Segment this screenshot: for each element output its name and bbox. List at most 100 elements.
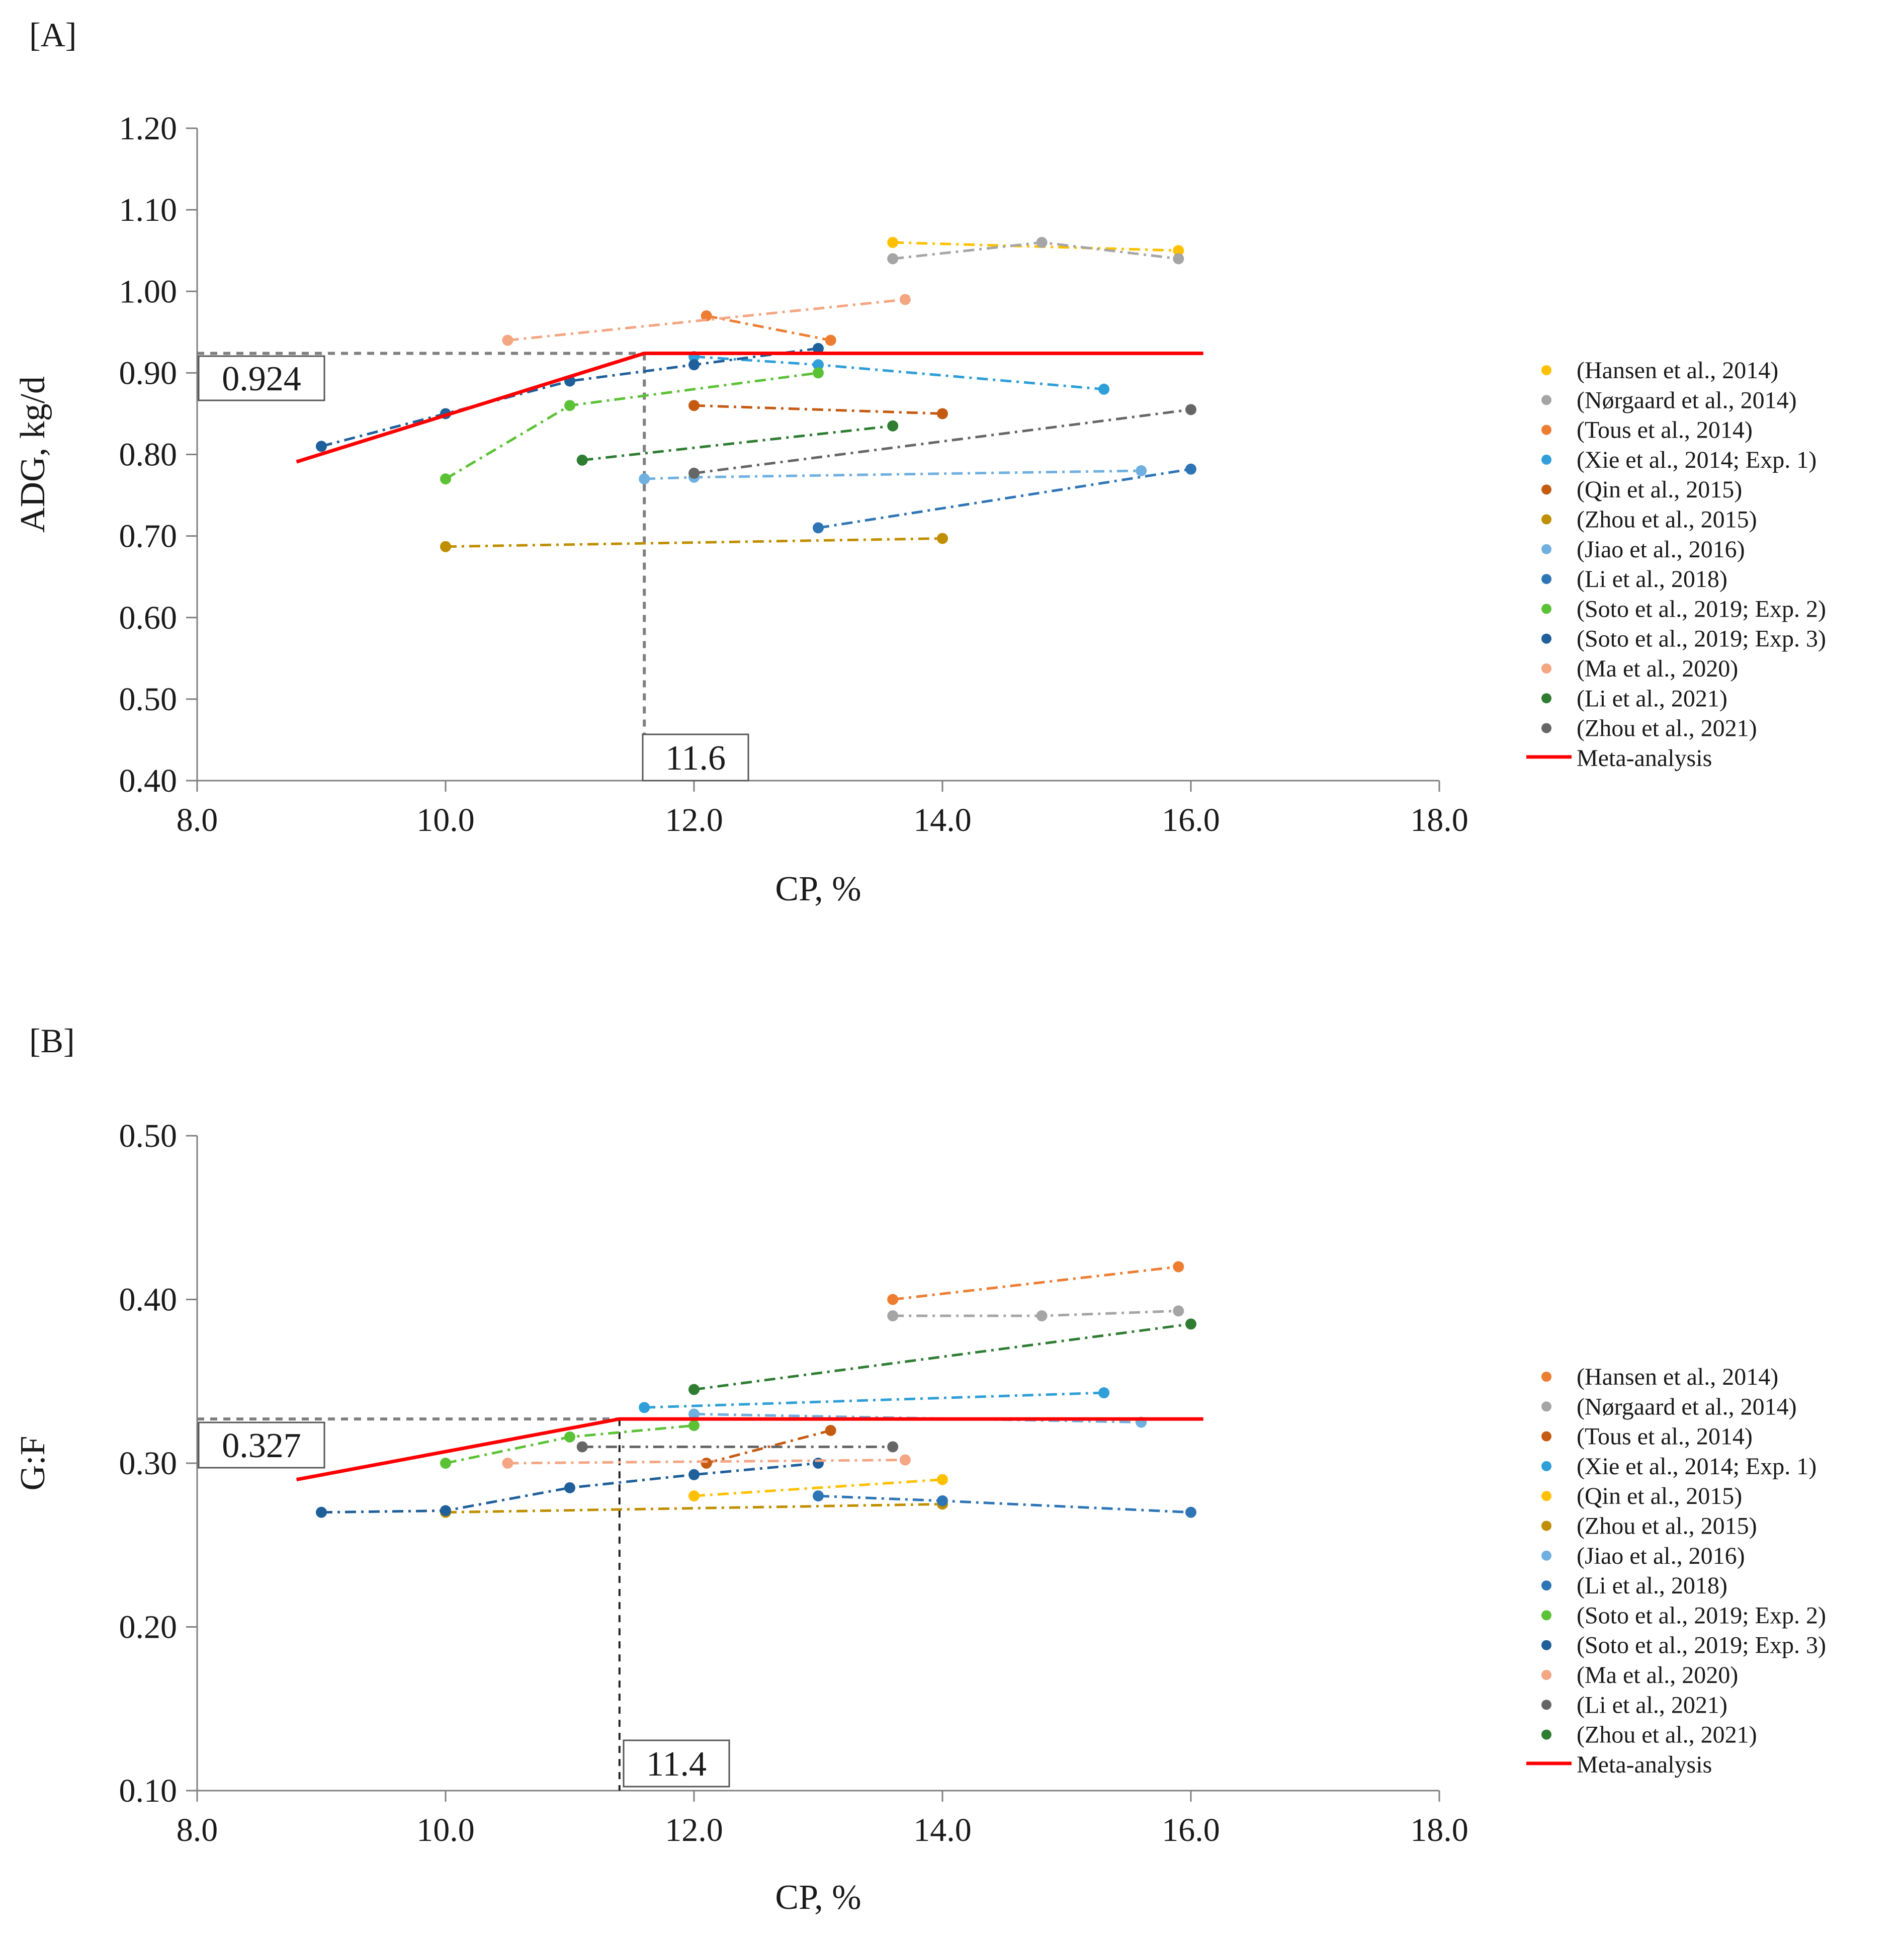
legend: (Hansen et al., 2014) (Nørgaard et al., 2… [1526,357,1826,772]
x-tick-label: 8.0 [177,802,218,838]
data-point [502,1458,513,1469]
data-point [1098,383,1110,395]
series-n-rgaard-et-al-2014 [887,236,1184,265]
data-point [813,522,824,534]
data-point [1173,253,1184,265]
data-point [887,1441,899,1453]
data-point [937,1495,948,1506]
data-point [887,1310,899,1322]
data-point [564,1482,575,1493]
legend-label: (Tous et al., 2014) [1577,417,1753,444]
series-line [445,1502,943,1514]
data-point [1098,1387,1110,1399]
legend-swatch-dot [1541,1372,1551,1382]
series-line [818,468,1191,529]
series-line [893,1309,1179,1317]
series-zhou-et-al-2015 [440,533,948,552]
legend-swatch-dot [1541,1491,1551,1501]
data-point [688,1469,700,1480]
series-jiao-et-al-2016 [639,465,1147,485]
data-point [1185,463,1196,475]
legend-swatch-dot [1541,574,1551,584]
legend-label: (Zhou et al., 2021) [1577,1722,1757,1748]
data-point [1036,236,1048,248]
legend-swatch-dot [1541,1461,1551,1471]
data-point [887,253,899,265]
series-meta-analysis [296,1417,1203,1482]
y-tick-label: 0.40 [119,763,178,799]
series-soto-et-al-2019-exp-2 [440,367,824,485]
x-tick-label: 8.0 [177,1812,218,1848]
data-point [639,1402,650,1413]
legend-label: (Qin et al., 2015) [1577,476,1742,503]
x-tick-label: 10.0 [416,802,475,838]
legend-label: Meta-analysis [1577,745,1712,772]
series-line [445,537,943,548]
legend-label: (Soto et al., 2019; Exp. 2) [1577,1602,1826,1629]
data-point [825,334,836,346]
y-tick-label: 0.80 [119,437,178,473]
legend-label: (Zhou et al., 2015) [1577,1513,1757,1540]
data-point [688,1420,700,1431]
chart-panel-b: [B] 0.10 0.20 0.30 0.40 0.50 8.0 10.0 12.0 14.0 16… [14,1022,1826,1917]
series-qin-et-al-2015 [688,1474,948,1502]
data-point [1185,1506,1196,1518]
data-point [440,473,451,485]
data-point [576,1441,588,1453]
series-zhou-et-al-2015 [440,1498,948,1518]
series-line [893,241,1179,252]
data-point [887,1294,899,1305]
breakpoint-x-label: 11.4 [646,1745,707,1784]
data-point [564,1431,575,1443]
legend-swatch-dot [1541,1729,1551,1740]
legend-swatch-dot [1541,514,1551,525]
series-meta-analysis [296,352,1203,464]
series-line [892,1265,1179,1301]
x-tick-label: 16.0 [1162,1812,1220,1848]
legend-swatch-dot [1541,604,1551,614]
y-tick-label: 0.40 [119,1282,178,1318]
data-point [813,343,824,354]
legend: (Hansen et al., 2014) (Nørgaard et al., 2… [1526,1364,1826,1778]
legend-swatch-dot [1541,1580,1551,1591]
meta-analysis-line [296,352,1203,464]
data-point [887,420,899,432]
data-point [1173,1305,1184,1317]
data-point [440,1505,451,1517]
legend-swatch-dot [1541,1610,1551,1621]
data-point [937,1474,948,1485]
legend-label: (Li et al., 2018) [1577,566,1727,593]
data-point [937,533,948,544]
breakpoint-x-box [642,733,749,782]
legend-label: Meta-analysis [1577,1751,1712,1778]
x-axis-title: CP, % [775,870,861,908]
data-point [813,359,824,371]
data-point [701,310,712,321]
series-line [706,314,831,342]
panel-label: [B] [29,1022,75,1060]
y-tick-label: 1.20 [119,110,178,147]
series-line [694,1478,943,1497]
x-tick-label: 12.0 [665,802,723,838]
legend-swatch-dot [1541,1431,1551,1442]
data-point [1036,1310,1048,1322]
x-tick-label: 18.0 [1410,1812,1468,1848]
legend-swatch-dot [1541,484,1551,495]
series-li-et-al-2021 [576,1441,899,1453]
series-line [706,1429,831,1465]
y-tick-label: 0.90 [119,355,178,391]
series-ma-et-al-2020 [502,1454,911,1469]
data-point [576,454,588,466]
series-xie-et-al-2014-exp-1 [639,1387,1110,1413]
data-point [688,1408,700,1420]
y-tick-label: 0.50 [119,1118,178,1154]
data-point [1136,465,1147,476]
legend-label: (Hansen et al., 2014) [1577,1364,1778,1390]
data-point [639,473,650,485]
data-point [937,408,948,419]
series-line [507,298,906,342]
legend-label: (Xie et al., 2014; Exp. 1) [1577,447,1816,473]
legend-swatch-dot [1541,544,1551,554]
breakpoint-x-label: 11.6 [665,739,726,778]
legend-swatch-dot [1541,1550,1551,1561]
